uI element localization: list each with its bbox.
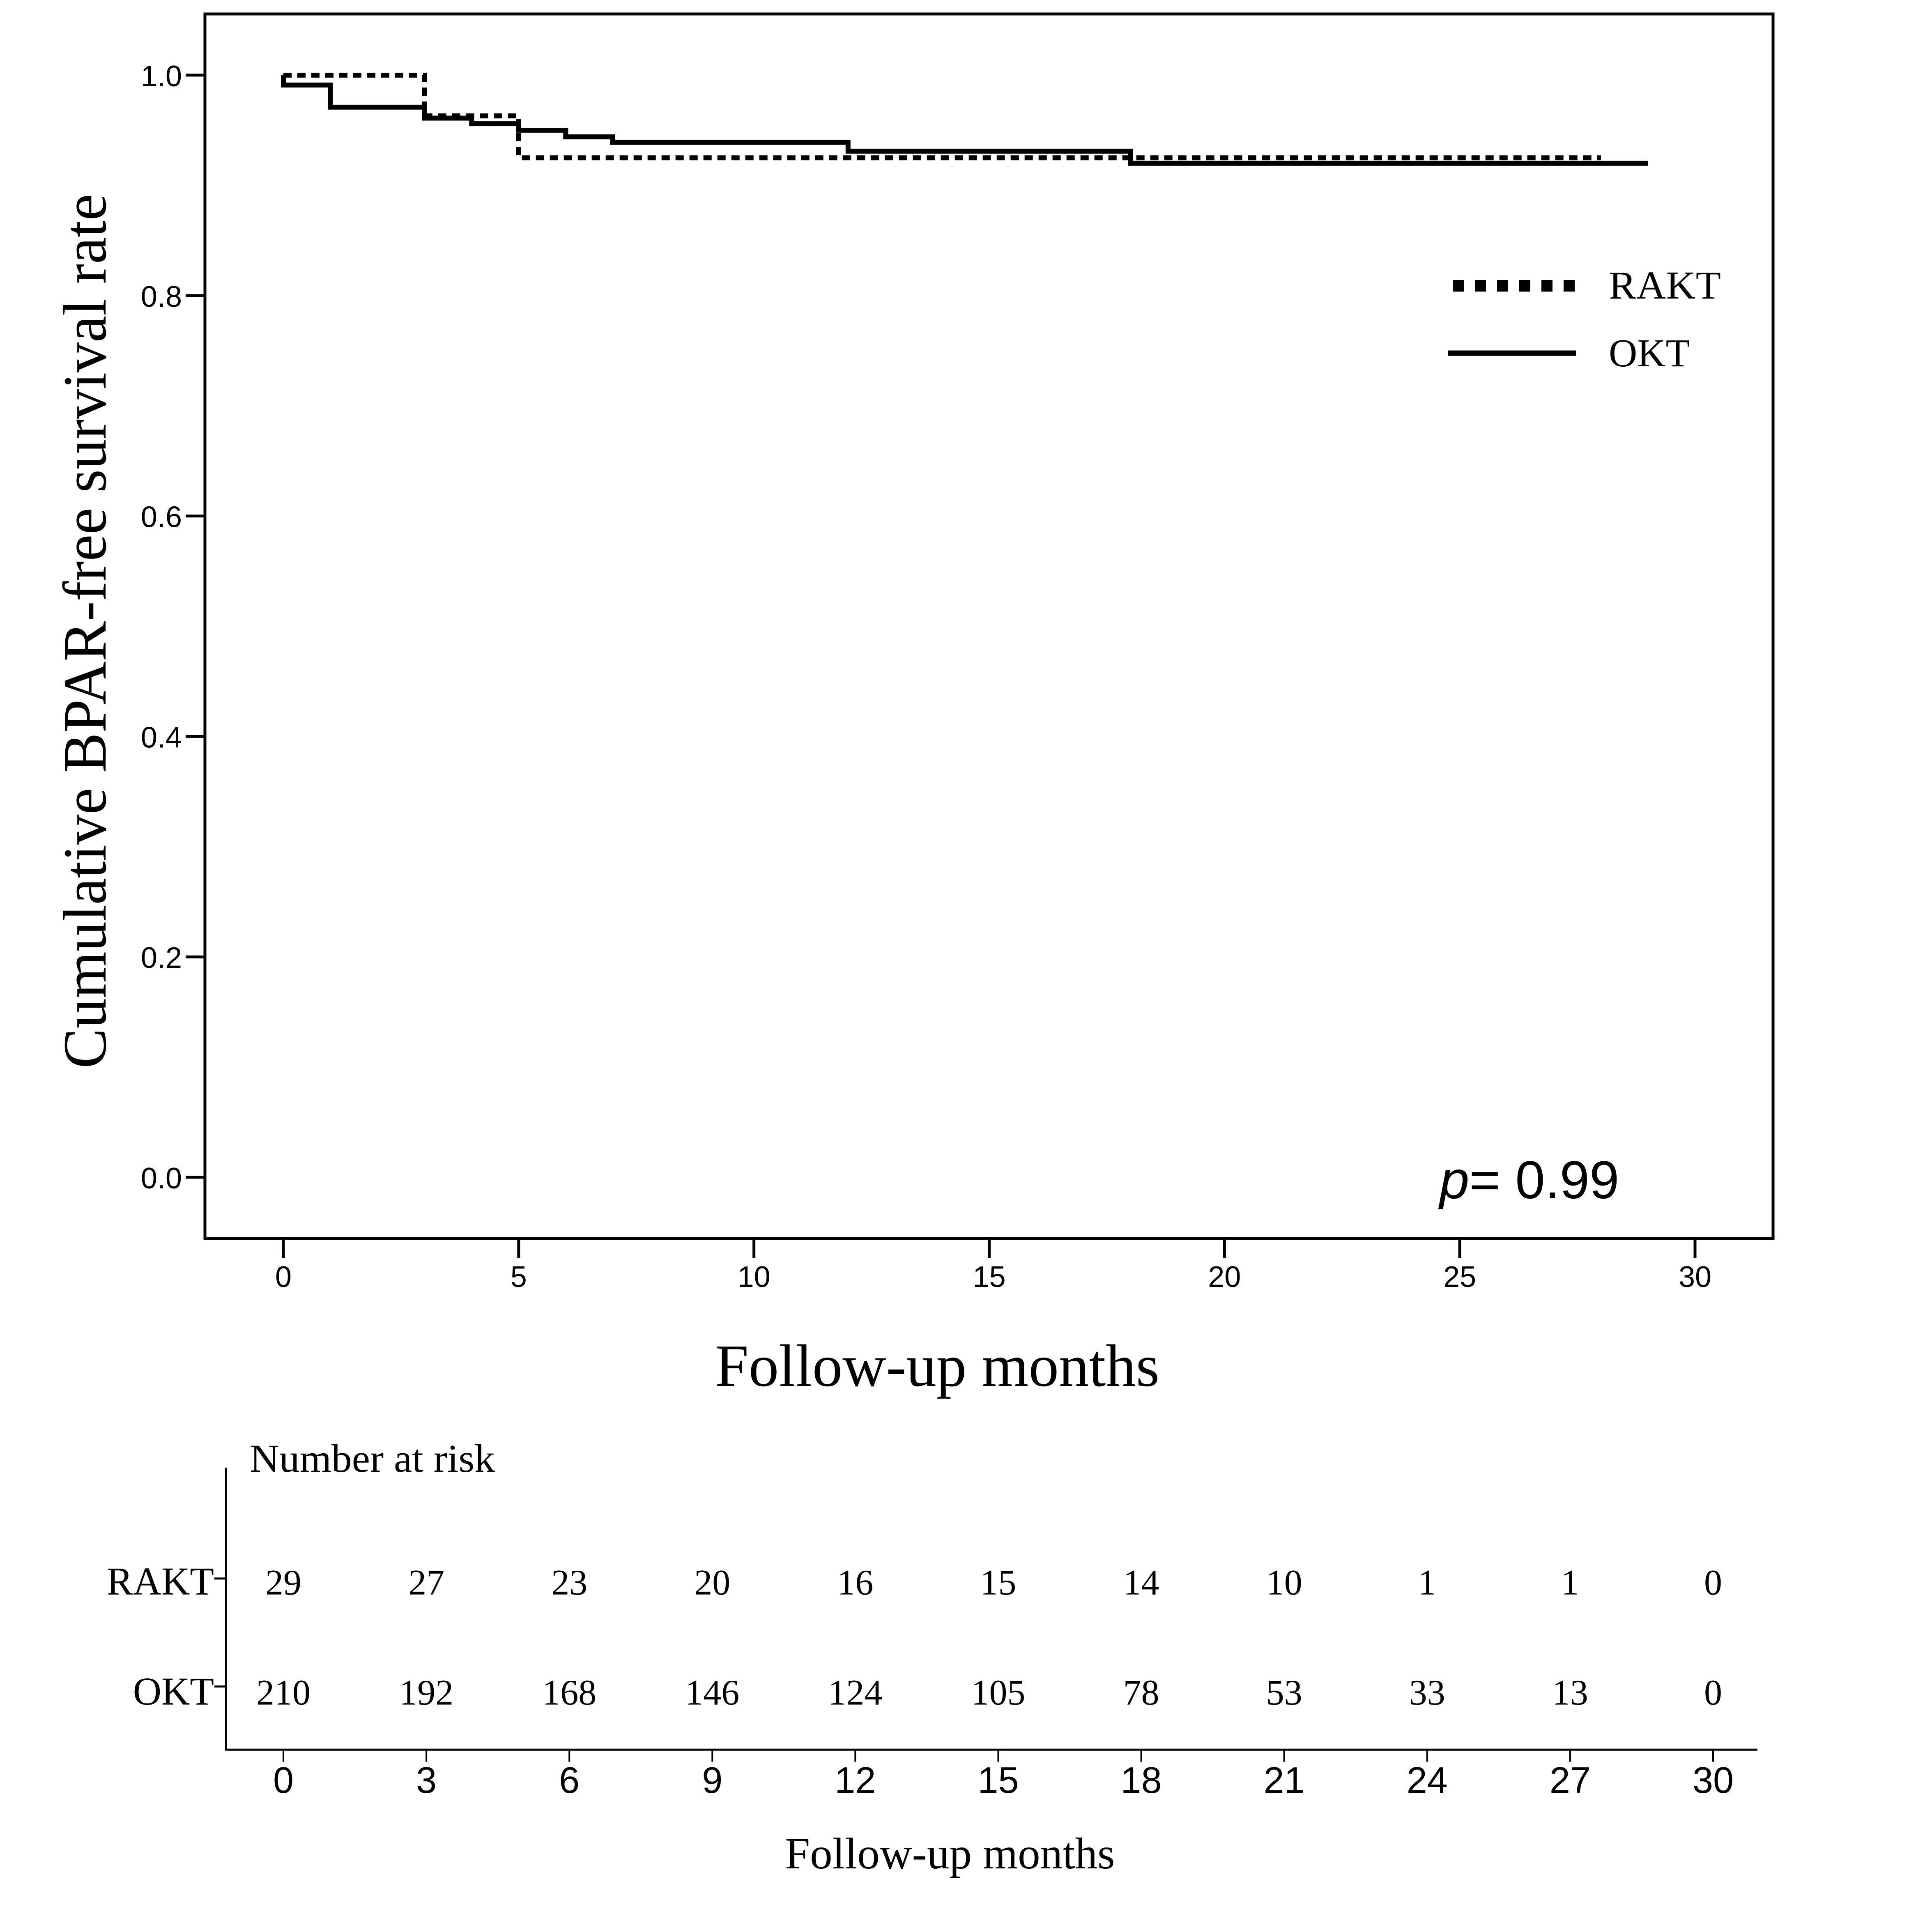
x-tick-label: 10	[738, 1261, 770, 1294]
risk-count: 20	[694, 1563, 730, 1603]
risk-x-tick-label: 6	[559, 1760, 580, 1801]
risk-table-x-ticks: 0 3 6 9 12 15 18 21 24 27 30	[273, 1750, 1734, 1801]
risk-x-tick-label: 27	[1550, 1760, 1591, 1801]
risk-count: 1	[1561, 1563, 1579, 1603]
y-tick-label: 0.6	[141, 501, 182, 534]
y-tick-label: 0.0	[141, 1162, 182, 1195]
y-axis-title: Cumulative BPAR-free survival rate	[51, 194, 119, 1068]
risk-count: 105	[971, 1673, 1026, 1713]
km-curve-rakt	[283, 73, 1601, 161]
risk-count: 78	[1123, 1673, 1159, 1713]
risk-count: 146	[685, 1673, 739, 1713]
risk-count: 168	[542, 1673, 596, 1713]
risk-row-label: OKT	[133, 1669, 214, 1713]
risk-x-tick-label: 9	[702, 1760, 722, 1801]
risk-x-tick-label: 21	[1264, 1760, 1305, 1801]
legend-label: OKT	[1609, 331, 1690, 375]
risk-table-title: Number at risk	[250, 1436, 495, 1480]
x-tick-label: 25	[1443, 1261, 1476, 1294]
p-value-text: = 0.99	[1469, 1150, 1619, 1210]
survival-curves	[281, 73, 1648, 166]
p-symbol: p	[1438, 1150, 1469, 1210]
legend-item-rakt: RAKT	[1453, 263, 1721, 307]
x-tick-label: 20	[1208, 1261, 1241, 1294]
risk-count: 10	[1266, 1563, 1302, 1603]
legend-item-okt: OKT	[1448, 331, 1690, 375]
legend-label: RAKT	[1609, 263, 1721, 307]
x-tick-label: 5	[511, 1261, 527, 1294]
x-axis: 0 5 10 15 20 25 30	[275, 1238, 1711, 1294]
y-tick-label: 0.4	[141, 721, 182, 754]
risk-count: 210	[256, 1673, 310, 1713]
y-axis: 0.0 0.2 0.4 0.6 0.8 1.0	[141, 60, 205, 1195]
x-tick-label: 0	[275, 1261, 292, 1294]
risk-count: 124	[828, 1673, 882, 1713]
risk-x-tick-label: 3	[416, 1760, 437, 1801]
y-tick-label: 0.2	[141, 942, 182, 974]
x-axis-title: Follow-up months	[715, 1333, 1159, 1399]
y-tick-label: 0.8	[141, 280, 182, 313]
km-curve-okt	[281, 75, 1648, 166]
x-tick-label: 30	[1679, 1261, 1711, 1294]
survival-plot: 0.0 0.2 0.4 0.6 0.8 1.0 0 5 10 15 20 25 30 Cumulati…	[51, 12, 1775, 1399]
risk-table-x-axis-title: Follow-up months	[785, 1829, 1115, 1878]
risk-count: 29	[265, 1563, 301, 1603]
risk-count: 192	[399, 1673, 453, 1713]
risk-row-okt: OKT 210 192 168 146 124 105 78 53 33 13 0	[133, 1669, 1722, 1713]
risk-x-tick-label: 12	[835, 1760, 876, 1801]
risk-count: 0	[1704, 1563, 1722, 1603]
x-tick-label: 15	[973, 1261, 1005, 1294]
p-value-annotation: p= 0.99	[1438, 1150, 1619, 1210]
risk-count: 53	[1266, 1673, 1302, 1713]
risk-row-rakt: RAKT 29 27 23 20 16 15 14 10 1 1 0	[107, 1559, 1722, 1603]
risk-x-tick-label: 30	[1693, 1760, 1734, 1801]
risk-count: 14	[1123, 1563, 1159, 1603]
risk-count: 27	[408, 1563, 444, 1603]
y-tick-label: 1.0	[141, 60, 182, 93]
risk-table: Number at risk RAKT 29 27 23 20 16 15 14 10 1 1 0OK…	[107, 1436, 1757, 1878]
risk-count: 23	[551, 1563, 587, 1603]
risk-x-tick-label: 24	[1407, 1760, 1448, 1801]
risk-count: 16	[837, 1563, 873, 1603]
risk-x-tick-label: 0	[273, 1760, 294, 1801]
plot-frame	[203, 12, 1775, 1240]
risk-count: 0	[1704, 1673, 1722, 1713]
risk-count: 1	[1418, 1563, 1436, 1603]
risk-x-tick-label: 15	[978, 1760, 1019, 1801]
risk-x-tick-label: 18	[1121, 1760, 1162, 1801]
risk-count: 15	[980, 1563, 1017, 1603]
risk-count: 13	[1552, 1673, 1588, 1713]
risk-count: 33	[1409, 1673, 1445, 1713]
risk-row-label: RAKT	[107, 1559, 214, 1603]
legend: RAKT OKT	[1448, 263, 1721, 375]
